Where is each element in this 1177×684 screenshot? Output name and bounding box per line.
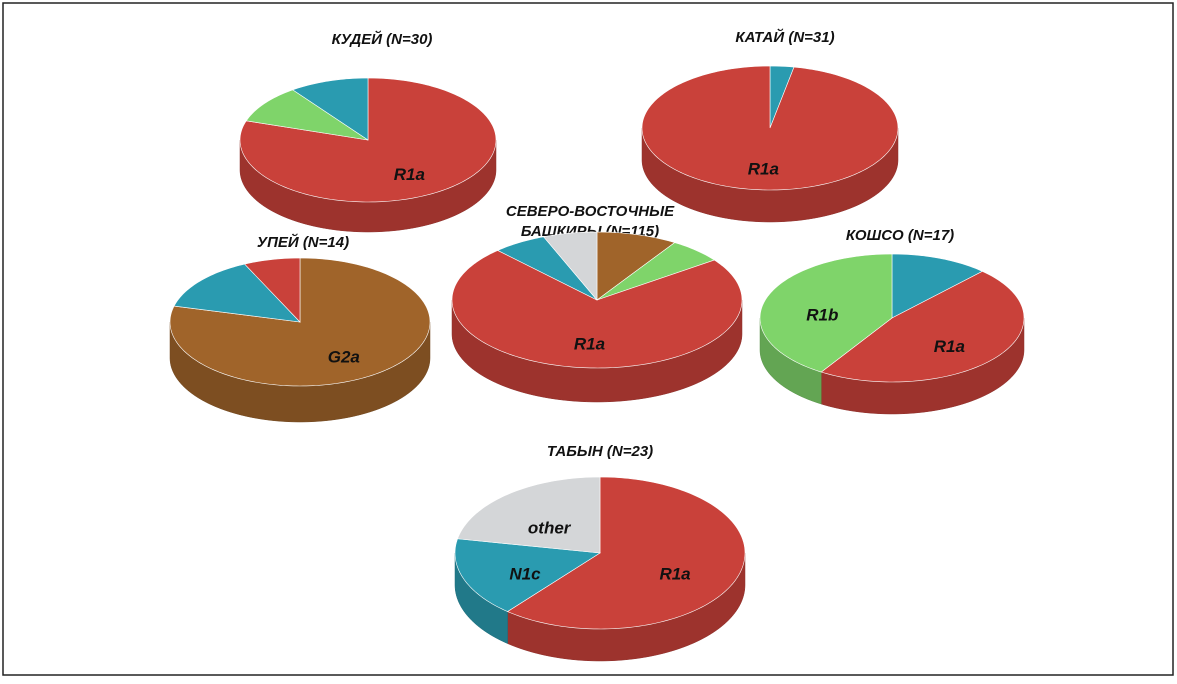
title-line: УПЕЙ (N=14) <box>257 233 349 251</box>
pie-slice <box>596 242 715 301</box>
pie-slice <box>497 236 598 301</box>
pie-title: КАТАЙ (N=31) <box>735 28 834 46</box>
pie-slice <box>891 253 984 319</box>
pie-title: КОШСО (N=17) <box>846 227 954 244</box>
title-line: КОШСО (N=17) <box>846 227 954 244</box>
pie-slice <box>641 65 899 191</box>
pie-slice <box>451 250 743 369</box>
title-line: КУДЕЙ (N=30) <box>332 30 433 48</box>
pie-slice <box>543 231 598 301</box>
pie-slice <box>244 257 301 323</box>
pie-slice <box>454 538 601 612</box>
pie-slice <box>759 253 893 373</box>
slice-label: R1a <box>934 337 965 356</box>
title-line: КАТАЙ (N=31) <box>735 28 834 46</box>
slice-label: N1c <box>509 565 541 584</box>
slice-label: R1a <box>574 335 605 354</box>
slice-label: R1a <box>748 159 779 178</box>
pie-title: КУДЕЙ (N=30) <box>332 30 433 48</box>
pie-slice <box>173 263 301 323</box>
pie-slice <box>506 476 746 630</box>
pie-slice <box>457 476 601 554</box>
slice-label: other <box>528 518 572 537</box>
pie-slice <box>245 89 369 141</box>
pie-slice <box>820 271 1025 383</box>
pie-slice <box>292 77 369 141</box>
slice-label: G2a <box>328 347 360 366</box>
pie-slice <box>596 231 676 301</box>
slice-label: R1a <box>394 165 425 184</box>
title-line: СЕВЕРО-ВОСТОЧНЫЕ <box>506 203 675 220</box>
title-line: ТАБЫН (N=23) <box>547 443 653 460</box>
pie-title: ТАБЫН (N=23) <box>547 443 653 460</box>
slice-label: R1a <box>659 565 690 584</box>
slice-label: R1b <box>806 306 838 325</box>
pie-title: УПЕЙ (N=14) <box>257 233 349 251</box>
